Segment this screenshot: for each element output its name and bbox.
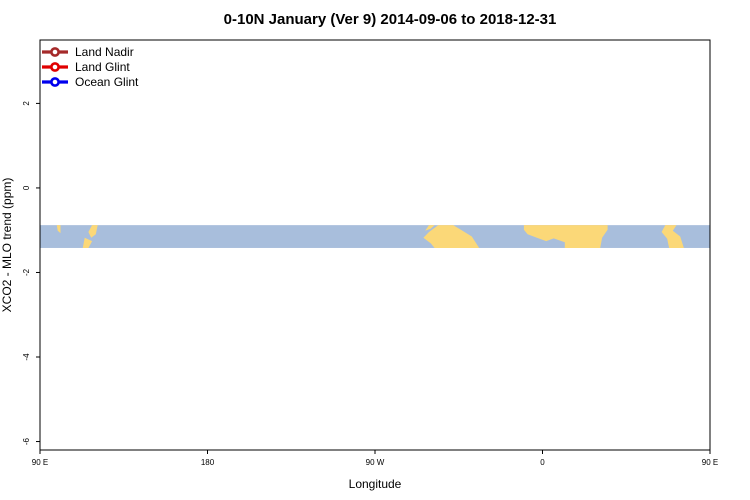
- legend-label-1: Land Glint: [75, 60, 130, 74]
- map-band: [40, 225, 710, 248]
- y-tick-label-2: -2: [22, 268, 31, 276]
- y-axis: -6 -4 -2 0 2: [22, 101, 40, 445]
- legend-label-0: Land Nadir: [75, 45, 134, 59]
- x-tick-label-2: 90 W: [366, 458, 385, 467]
- legend-marker-0: [50, 47, 60, 57]
- y-tick-label-3: 0: [22, 185, 31, 190]
- x-axis: 90 E 180 90 W 0 90 E: [32, 450, 718, 467]
- ocean-band: [40, 225, 710, 248]
- legend-marker-1: [50, 62, 60, 72]
- x-axis-label: Longitude: [349, 477, 402, 491]
- y-axis-label: XCO2 - MLO trend (ppm): [0, 178, 14, 313]
- x-tick-label-0: 90 E: [32, 458, 48, 467]
- legend-label-2: Ocean Glint: [75, 75, 139, 89]
- land-india-tip: [56, 225, 61, 234]
- land-se-asia: [88, 225, 98, 238]
- x-tick-label-4: 90 E: [702, 458, 718, 467]
- y-tick-label-4: 2: [22, 101, 31, 106]
- x-tick-label-3: 0: [540, 458, 545, 467]
- land-south-america: [423, 225, 480, 248]
- x-tick-label-1: 180: [201, 458, 215, 467]
- y-tick-label-0: -6: [22, 437, 31, 445]
- chart-title: 0-10N January (Ver 9) 2014-09-06 to 2018…: [224, 11, 557, 28]
- legend-marker-2: [50, 77, 60, 87]
- land-pacific-islands: [661, 225, 684, 248]
- land-indonesia: [82, 237, 93, 248]
- land-central-america: [425, 225, 435, 231]
- land-africa: [523, 225, 608, 248]
- y-tick-label-1: -4: [22, 353, 31, 361]
